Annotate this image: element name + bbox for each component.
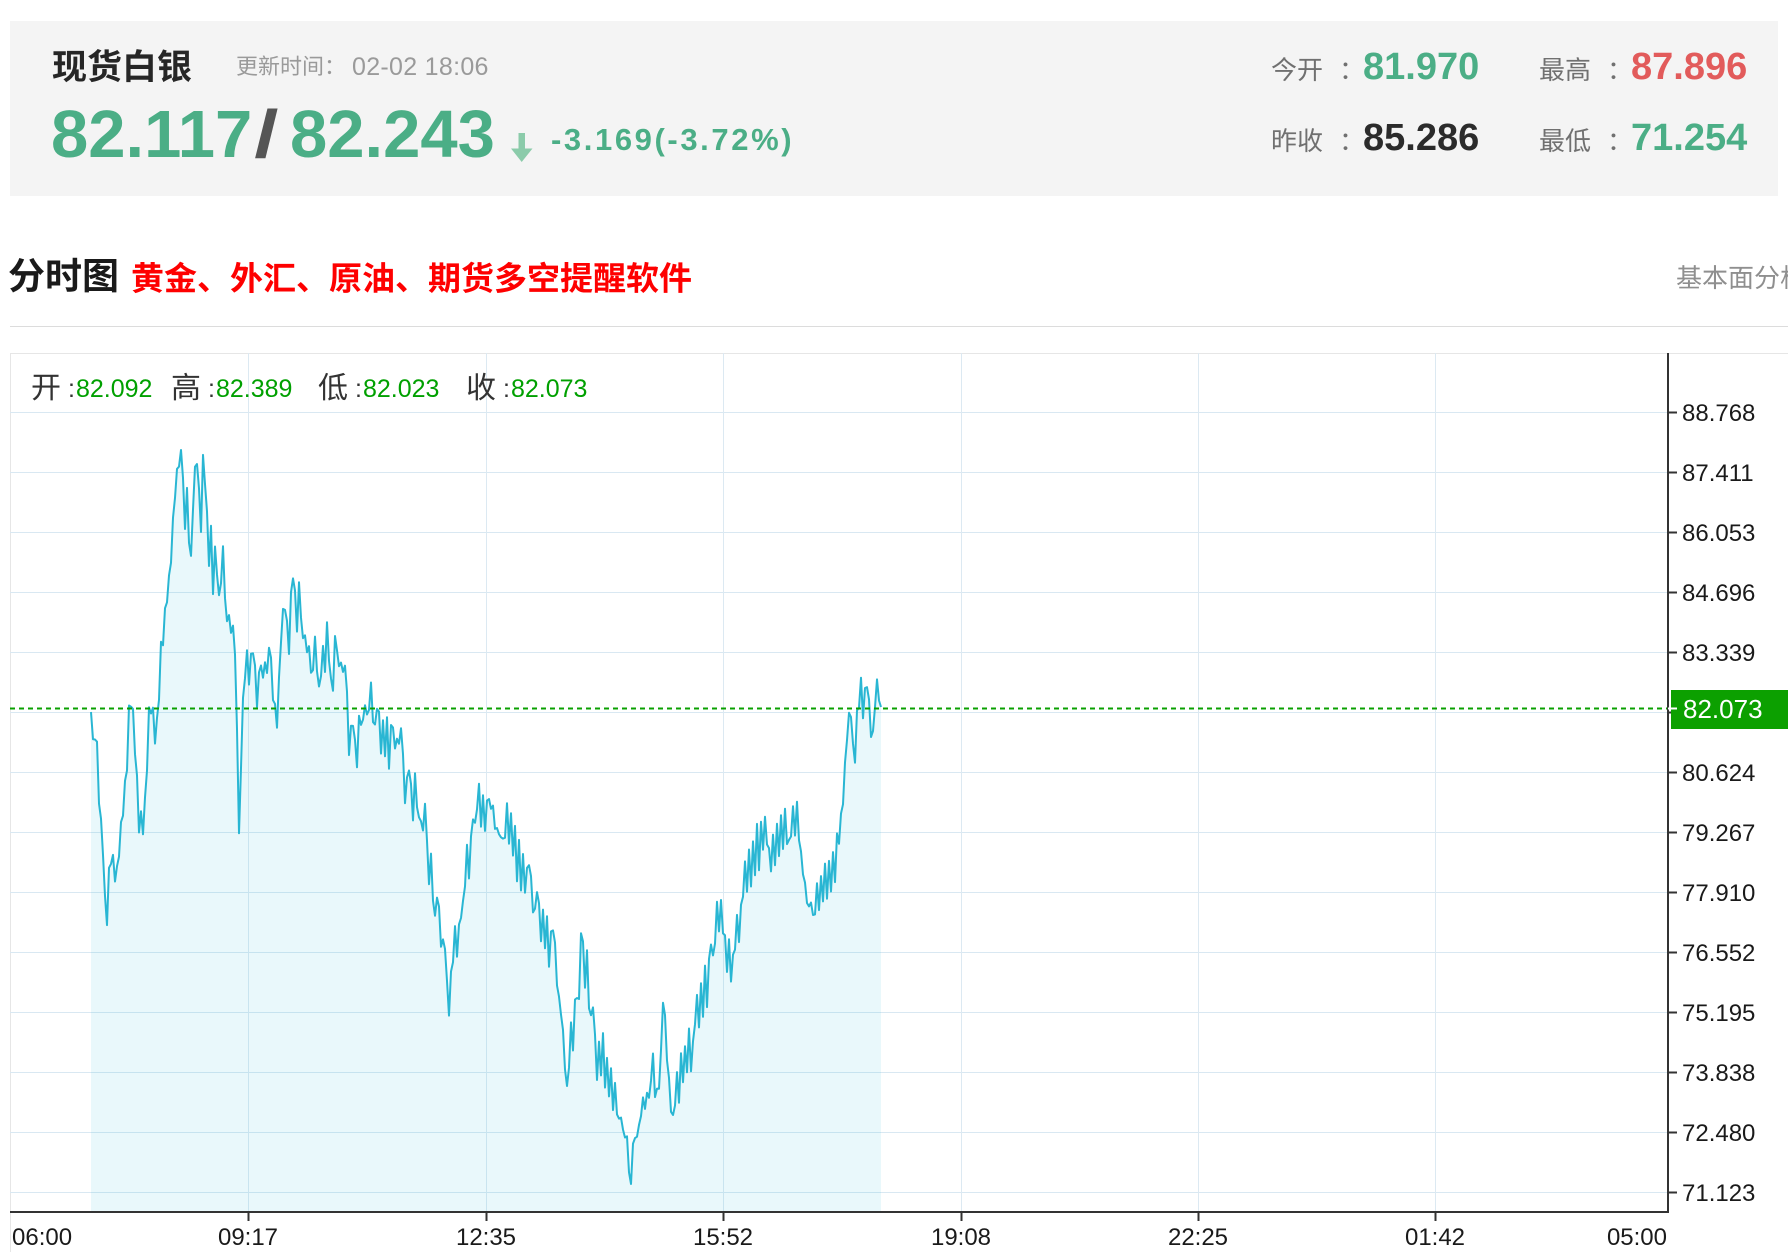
svg-text:01:42: 01:42 bbox=[1405, 1224, 1465, 1251]
svg-text:82.023: 82.023 bbox=[363, 375, 439, 403]
svg-text:75.195: 75.195 bbox=[1682, 1000, 1755, 1027]
svg-text:82.073: 82.073 bbox=[511, 375, 587, 403]
svg-text:76.552: 76.552 bbox=[1682, 940, 1755, 967]
svg-text:80.624: 80.624 bbox=[1682, 760, 1755, 787]
svg-text::: : bbox=[68, 375, 75, 403]
svg-text:19:08: 19:08 bbox=[931, 1224, 991, 1251]
svg-text:84.696: 84.696 bbox=[1682, 580, 1755, 607]
svg-text:22:25: 22:25 bbox=[1168, 1224, 1228, 1251]
svg-text:82.092: 82.092 bbox=[76, 375, 152, 403]
svg-text::: : bbox=[503, 375, 510, 403]
svg-text::: : bbox=[355, 375, 362, 403]
svg-text:82.389: 82.389 bbox=[216, 375, 292, 403]
svg-text:88.768: 88.768 bbox=[1682, 400, 1755, 427]
svg-text:87.411: 87.411 bbox=[1682, 460, 1754, 487]
svg-text:77.910: 77.910 bbox=[1682, 880, 1755, 907]
svg-text:71.123: 71.123 bbox=[1682, 1180, 1755, 1207]
svg-text:12:35: 12:35 bbox=[456, 1224, 516, 1251]
svg-text:79.267: 79.267 bbox=[1682, 820, 1755, 847]
svg-text:83.339: 83.339 bbox=[1682, 640, 1755, 667]
svg-text:09:17: 09:17 bbox=[218, 1224, 278, 1251]
svg-text:06:00: 06:00 bbox=[12, 1224, 72, 1251]
svg-text:86.053: 86.053 bbox=[1682, 520, 1755, 547]
svg-text:05:00: 05:00 bbox=[1607, 1224, 1667, 1251]
svg-text::: : bbox=[208, 375, 215, 403]
svg-text:72.480: 72.480 bbox=[1682, 1120, 1755, 1147]
svg-text:82.073: 82.073 bbox=[1683, 694, 1763, 724]
svg-text:73.838: 73.838 bbox=[1682, 1060, 1755, 1087]
svg-text:15:52: 15:52 bbox=[693, 1224, 753, 1251]
